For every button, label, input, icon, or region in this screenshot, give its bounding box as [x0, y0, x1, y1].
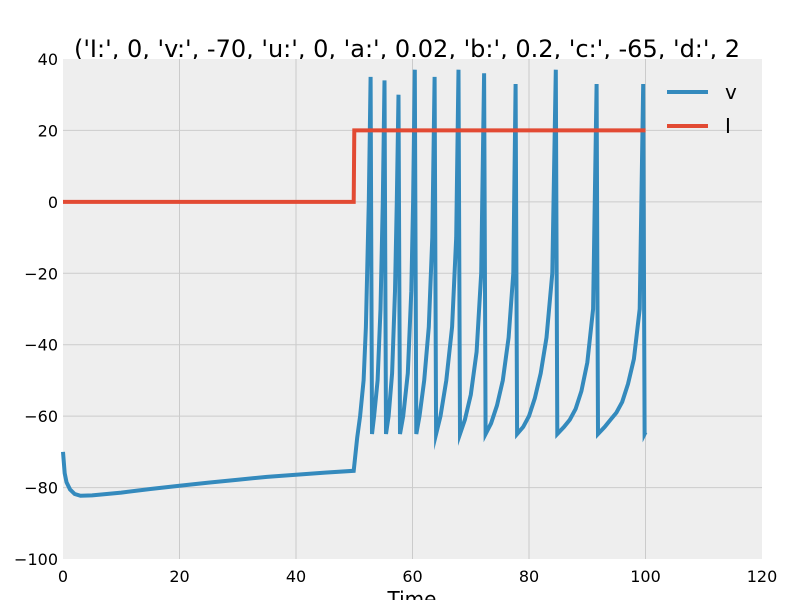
- x-tick-label: 0: [58, 567, 68, 586]
- y-tick-label: 40: [38, 50, 58, 69]
- y-tick-label: −100: [14, 550, 58, 569]
- y-tick-label: −20: [24, 264, 58, 283]
- x-tick-label: 40: [286, 567, 306, 586]
- series-line-v: [61, 69, 648, 498]
- y-tick-label: −60: [24, 407, 58, 426]
- legend: vI: [667, 80, 737, 138]
- legend-label-v: v: [725, 80, 737, 104]
- x-tick-label: 100: [630, 567, 661, 586]
- y-tick-label: 20: [38, 121, 58, 140]
- series-layer: [61, 69, 648, 498]
- chart-title: ('I:', 0, 'v:', -70, 'u:', 0, 'a:', 0.02…: [74, 35, 740, 63]
- x-tick-label: 60: [402, 567, 422, 586]
- y-tick-label: −40: [24, 336, 58, 355]
- legend-label-i: I: [725, 114, 731, 138]
- x-tick-label: 120: [747, 567, 778, 586]
- series-line-i: [63, 128, 646, 204]
- x-tick-label: 80: [519, 567, 539, 586]
- y-tick-label: 0: [48, 193, 58, 212]
- y-tick-label: −80: [24, 479, 58, 498]
- y-axis-ticks: −100 −80 −60 −40 −20 0 20 40: [14, 50, 58, 569]
- x-axis-ticks: 0 20 40 60 80 100 120: [58, 567, 777, 586]
- x-axis-label: Time: [387, 587, 437, 600]
- x-tick-label: 20: [169, 567, 189, 586]
